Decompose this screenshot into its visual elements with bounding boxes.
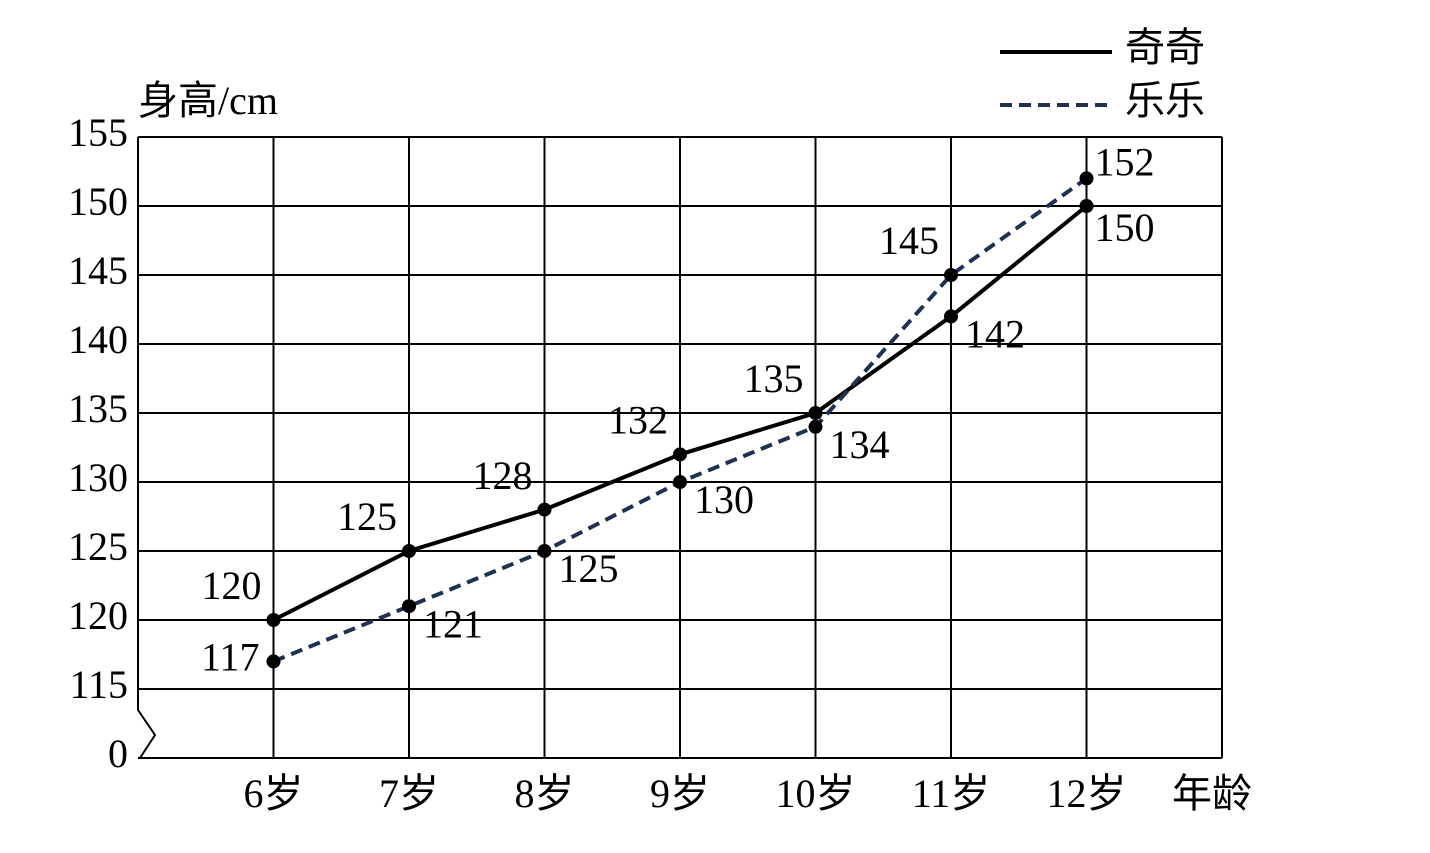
data-point — [266, 613, 281, 627]
y-axis-label: 身高/cm — [138, 78, 278, 123]
data-point — [537, 544, 552, 558]
data-label: 121 — [423, 601, 483, 646]
data-label: 134 — [830, 422, 890, 467]
y-axis-break — [137, 137, 157, 759]
data-label: 130 — [694, 477, 754, 522]
data-point — [266, 654, 281, 669]
data-label: 145 — [879, 218, 939, 263]
data-label: 117 — [201, 635, 260, 680]
data-point — [808, 419, 823, 434]
x-tick-label: 6岁 — [244, 771, 304, 816]
data-label: 120 — [202, 563, 262, 608]
data-point — [944, 268, 958, 282]
y-tick-label: 145 — [68, 248, 128, 293]
y-tick-label: 125 — [68, 524, 128, 569]
x-tick-label: 8岁 — [515, 771, 575, 816]
data-point — [402, 599, 416, 614]
y-tick-label: 140 — [68, 317, 128, 362]
data-point — [537, 502, 552, 517]
data-label: 128 — [473, 453, 533, 498]
x-axis-label: 年龄 — [1172, 771, 1252, 816]
data-label: 132 — [608, 398, 668, 443]
data-label: 152 — [1095, 140, 1155, 185]
data-point — [402, 544, 416, 558]
data-label: 125 — [559, 546, 619, 591]
legend-label: 乐乐 — [1125, 78, 1205, 123]
y-tick-label: 130 — [68, 455, 128, 500]
data-point — [1079, 171, 1094, 186]
data-point — [944, 309, 958, 324]
y-tick-label: 115 — [69, 662, 128, 707]
data-point — [673, 447, 687, 462]
y-tick-label: 150 — [68, 179, 128, 224]
data-point — [808, 406, 823, 420]
data-label: 125 — [337, 494, 397, 539]
data-point — [1079, 199, 1094, 213]
x-tick-label: 12岁 — [1047, 771, 1127, 816]
data-label: 135 — [744, 356, 804, 401]
y-tick-label: 120 — [68, 593, 128, 638]
data-label: 150 — [1095, 205, 1155, 250]
data-point — [673, 475, 687, 489]
x-tick-label: 9岁 — [650, 771, 710, 816]
y-tick-label: 0 — [108, 731, 128, 776]
y-tick-label: 135 — [68, 386, 128, 431]
y-tick-label: 155 — [68, 110, 128, 155]
data-label: 142 — [965, 312, 1025, 357]
x-tick-label: 7岁 — [379, 771, 439, 816]
x-tick-label: 11岁 — [912, 771, 991, 816]
legend-label: 奇奇 — [1125, 25, 1205, 70]
x-tick-label: 10岁 — [776, 771, 856, 816]
